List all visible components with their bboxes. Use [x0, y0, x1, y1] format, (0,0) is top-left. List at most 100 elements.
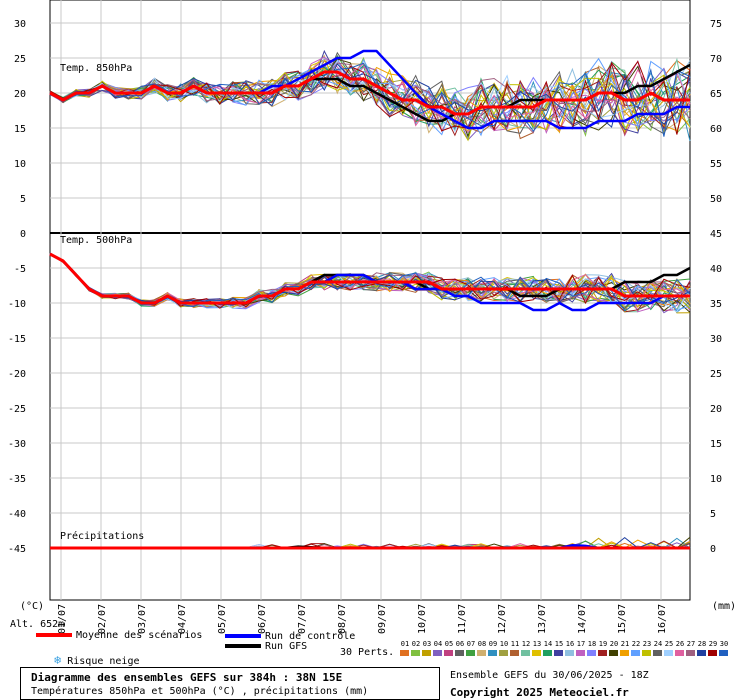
x-tick-label: 04/07 [177, 604, 188, 634]
pert-legend-label: 26 [675, 640, 685, 648]
pert-legend-swatch [609, 650, 618, 656]
pert-legend-swatch [653, 650, 662, 656]
x-tick-label: 08/07 [337, 604, 348, 634]
x-tick-label: 06/07 [257, 604, 268, 634]
right-tick-label: 15 [710, 439, 722, 450]
panel-label-t500: Temp. 500hPa [60, 235, 132, 246]
pert-legend-label: 23 [642, 640, 652, 648]
legend-snow: ❄ Risque neige [54, 653, 139, 667]
perturbation-lines [49, 49, 691, 549]
pert-legend-label: 27 [686, 640, 696, 648]
copyright: Copyright 2025 Meteociel.fr [450, 686, 629, 699]
pert-legend-label: 07 [466, 640, 476, 648]
chart-axes: 302520151050-5-10-15-20-25-30-35-40-4575… [8, 19, 722, 634]
left-tick-label: -10 [8, 299, 26, 310]
pert-legend-swatch [488, 650, 497, 656]
pert-legend-label: 16 [565, 640, 575, 648]
right-axis-unit: (mm) [712, 601, 736, 612]
x-tick-label: 16/07 [657, 604, 668, 634]
pert-legend-label: 29 [708, 640, 718, 648]
pert-legend-label: 28 [697, 640, 707, 648]
pert-legend-swatch [499, 650, 508, 656]
x-tick-label: 02/07 [97, 604, 108, 634]
pert-legend-swatch [510, 650, 519, 656]
pert-legend-swatch [587, 650, 596, 656]
pert-legend-swatch [642, 650, 651, 656]
legend-control: Run de contrôle [225, 631, 355, 642]
pert-legend-swatch [675, 650, 684, 656]
right-tick-label: 65 [710, 89, 722, 100]
pert-legend-swatch [455, 650, 464, 656]
right-tick-label: 25 [710, 369, 722, 380]
legend-snow-label: Risque neige [67, 656, 140, 667]
x-tick-label: 15/07 [617, 604, 628, 634]
pert-legend-label: 19 [598, 640, 608, 648]
run-info: Ensemble GEFS du 30/06/2025 - 18Z [450, 670, 649, 681]
left-tick-label: 0 [20, 229, 26, 240]
left-tick-label: -45 [8, 544, 26, 555]
x-tick-label: 09/07 [377, 604, 388, 634]
left-axis-unit: (°C) [20, 601, 44, 612]
pert-legend-label: 22 [631, 640, 641, 648]
left-tick-label: -15 [8, 334, 26, 345]
x-tick-label: 14/07 [577, 604, 588, 634]
pert-legend-swatch [686, 650, 695, 656]
legend-gfs-label: Run GFS [265, 641, 308, 652]
left-tick-label: -40 [8, 509, 26, 520]
pert-legend-label: 09 [488, 640, 498, 648]
left-tick-label: -5 [14, 264, 26, 275]
pert-legend-swatch [400, 650, 409, 656]
left-tick-label: 20 [14, 89, 26, 100]
pert-legend-label: 17 [576, 640, 586, 648]
right-tick-label: 45 [710, 229, 722, 240]
pert-legend-label: 12 [521, 640, 531, 648]
pert-legend-label: 21 [620, 640, 630, 648]
right-tick-label: 35 [710, 299, 722, 310]
main-series-lines [49, 49, 691, 550]
pert-legend-label: 14 [543, 640, 553, 648]
legend-mean-swatch [36, 633, 72, 637]
series-line-t500 [49, 252, 690, 305]
pert-legend-swatch [543, 650, 552, 656]
snowflake-icon: ❄ [54, 653, 62, 667]
pert-legend-label: 18 [587, 640, 597, 648]
x-tick-label: 03/07 [137, 604, 148, 634]
x-tick-label: 13/07 [537, 604, 548, 634]
pert-legend-label: 25 [664, 640, 674, 648]
x-tick-label: 07/07 [297, 604, 308, 634]
pert-legend-label: 05 [444, 640, 454, 648]
panel-label-t850: Temp. 850hPa [60, 63, 132, 74]
footer-box: Diagramme des ensembles GEFS sur 384h : … [20, 667, 440, 700]
pert-legend-swatch [719, 650, 728, 656]
pert-legend-label: 08 [477, 640, 487, 648]
pert-legend-label: 06 [455, 640, 465, 648]
left-tick-label: -30 [8, 439, 26, 450]
right-tick-label: 60 [710, 124, 722, 135]
pert-legend-label: 30 [719, 640, 729, 648]
right-tick-label: 40 [710, 264, 722, 275]
pert-line-850 [49, 62, 691, 137]
left-tick-label: 25 [14, 54, 26, 65]
pert-legend-swatch [598, 650, 607, 656]
pert-line-850 [49, 67, 691, 142]
x-tick-label: 01/07 [57, 604, 68, 634]
pert-legend-label: 10 [499, 640, 509, 648]
pert-legend-swatch [620, 650, 629, 656]
pert-legend-swatch [521, 650, 530, 656]
pert-legend-swatch [565, 650, 574, 656]
x-tick-label: 11/07 [457, 604, 468, 634]
pert-legend-swatch [422, 650, 431, 656]
right-tick-label: 55 [710, 159, 722, 170]
pert-legend-swatch [532, 650, 541, 656]
right-tick-label: 50 [710, 194, 722, 205]
pert-legend-swatch [444, 650, 453, 656]
pert-line-850 [49, 56, 691, 134]
left-tick-label: 30 [14, 19, 26, 30]
right-tick-label: 70 [710, 54, 722, 65]
pert-legend-swatch [433, 650, 442, 656]
altitude-label: Alt. 652m [10, 619, 64, 630]
right-tick-label: 30 [710, 334, 722, 345]
pert-legend-label: 03 [422, 640, 432, 648]
legend-control-label: Run de contrôle [265, 631, 356, 642]
